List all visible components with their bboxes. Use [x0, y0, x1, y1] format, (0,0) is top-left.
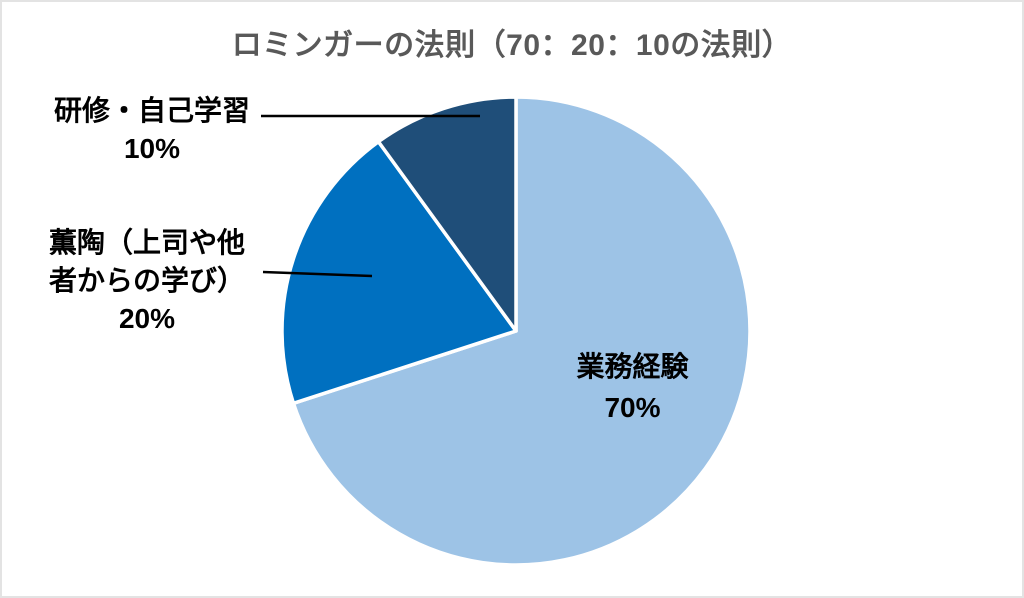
data-label-70pct-value: 70%	[604, 392, 661, 423]
data-label-20pct-text-line1: 薫陶（上司や他	[48, 227, 245, 258]
pie-slice-20pct	[280, 139, 518, 406]
chart-title: ロミンガーの法則（70：20：10の法則）	[231, 29, 793, 62]
data-label-10pct-value: 10%	[123, 133, 181, 164]
data-label-10pct-text: 研修・自己学習	[53, 95, 250, 126]
data-label-70pct-text: 業務経験	[576, 351, 689, 382]
data-label-20pct: 薫陶（上司や他 者からの学び） 20%	[22, 224, 272, 338]
data-label-10pct: 研修・自己学習 10%	[24, 92, 280, 168]
pie-slice-10pct	[376, 95, 518, 333]
data-label-20pct-value: 20%	[118, 303, 176, 334]
pie-slice-70pct	[291, 95, 752, 567]
data-label-20pct-text-line2: 者からの学び）	[48, 265, 245, 296]
pie-slices	[280, 95, 752, 567]
data-label-70pct: 業務経験 70%	[530, 346, 735, 428]
leader-line-20pct	[262, 270, 373, 278]
